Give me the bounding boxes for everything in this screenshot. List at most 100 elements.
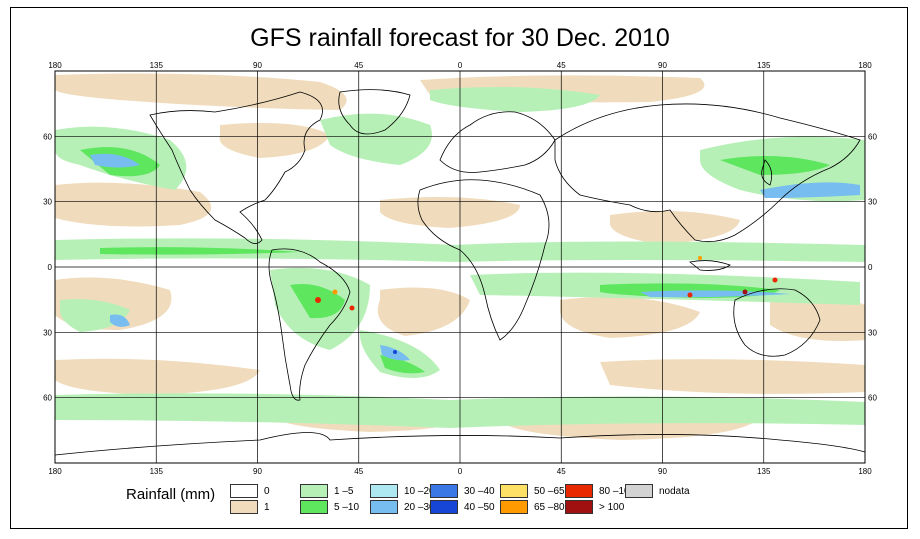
legend-swatch <box>625 484 653 498</box>
legend-label: nodata <box>659 485 690 497</box>
legend-label: 1 <box>264 501 270 513</box>
rain-patch <box>610 211 740 244</box>
legend-swatch <box>300 484 328 498</box>
legend-item: 40 –50 <box>430 499 495 515</box>
lon-tick-label-bottom: 45 <box>557 467 566 476</box>
lon-tick-label-top: 135 <box>150 61 164 70</box>
legend-label: 50 –65 <box>534 485 565 497</box>
rain-patch <box>377 287 470 336</box>
lat-tick-label-left: 60 <box>43 132 52 141</box>
coastline-antarctica <box>55 432 865 456</box>
legend-item: nodata <box>625 483 690 499</box>
rain-band <box>320 113 432 165</box>
lon-tick-label-top: 180 <box>858 61 872 70</box>
lat-tick-label-right: 60 <box>868 132 877 141</box>
lat-tick-label-right: 0 <box>868 263 873 272</box>
lon-tick-label-bottom: 180 <box>48 467 62 476</box>
lon-tick-label-bottom: 45 <box>354 467 363 476</box>
lat-tick-label-right: 60 <box>868 394 877 403</box>
coastline-asia <box>554 103 861 243</box>
lon-tick-label-top: 135 <box>757 61 771 70</box>
lat-tick-label-left: 60 <box>43 394 52 403</box>
legend-label: 30 –40 <box>464 485 495 497</box>
lon-tick-label-bottom: 135 <box>757 467 771 476</box>
coastline-africa <box>417 179 550 341</box>
legend-label: 0 <box>264 485 270 497</box>
legend-item: 50 –65 <box>500 483 565 499</box>
rain-patch <box>55 358 260 395</box>
lon-tick-label-top: 180 <box>48 61 62 70</box>
lon-tick-label-bottom: 180 <box>858 467 872 476</box>
legend-swatch <box>565 500 593 514</box>
lat-tick-label-right: 30 <box>868 328 877 337</box>
legend-label: 20 –30 <box>404 501 435 513</box>
rain-band <box>640 290 790 298</box>
lat-tick-label-left: 30 <box>43 198 52 207</box>
legend-item: 10 –20 <box>370 483 435 499</box>
rain-band <box>90 153 140 168</box>
map-border <box>54 70 866 464</box>
legend-label: 40 –50 <box>464 501 495 513</box>
lon-tick-label-top: 90 <box>253 61 262 70</box>
axis-ticks: 180 180 135 135 90 90 45 45 0 0 45 45 90 90 135 135 180 1… <box>43 61 877 476</box>
heavy-rain-cell <box>742 289 748 295</box>
coastline-north-america <box>149 91 323 244</box>
lat-tick-label-right: 30 <box>868 198 877 207</box>
lon-tick-label-bottom: 90 <box>253 467 262 476</box>
heavy-rain-cell <box>315 297 321 303</box>
legend-label: 80 –100 <box>599 485 636 497</box>
heavy-rain-cell <box>349 305 355 311</box>
rain-band <box>760 182 860 198</box>
map-title: GFS rainfall forecast for 30 Dec. 2010 <box>250 24 670 52</box>
legend-swatch <box>565 484 593 498</box>
graticule <box>55 71 865 463</box>
legend-swatch <box>230 484 258 498</box>
lon-tick-label-bottom: 90 <box>658 467 667 476</box>
heavy-rain-cell <box>332 289 338 295</box>
legend-title: Rainfall (mm) <box>126 486 216 503</box>
legend-label: 10 –20 <box>404 485 435 497</box>
legend-item: 65 –80 <box>500 499 565 515</box>
legend-swatch <box>230 500 258 514</box>
legend-swatch <box>430 500 458 514</box>
heavy-rain-cell <box>393 350 397 354</box>
rain-patch <box>770 296 865 341</box>
lon-tick-label-bottom: 135 <box>150 467 164 476</box>
legend-item: 20 –30 <box>370 499 435 515</box>
rain-patch <box>600 359 865 394</box>
heavy-rain-cell <box>698 256 702 260</box>
coastline-australia <box>733 288 821 357</box>
rain-band <box>110 314 130 327</box>
coastline-south-america <box>268 248 351 401</box>
coastlines <box>55 89 865 456</box>
coastline-japan <box>761 159 773 186</box>
lat-tick-label-left: 30 <box>43 328 52 337</box>
legend-item: > 100 <box>565 499 624 515</box>
heavy-rain-cell <box>687 292 693 298</box>
lon-tick-label-top: 90 <box>658 61 667 70</box>
rain-patch <box>380 196 520 228</box>
legend-swatch <box>370 484 398 498</box>
lat-tick-label-left: 0 <box>48 263 53 272</box>
legend-swatch <box>370 500 398 514</box>
legend-label: > 100 <box>599 501 625 513</box>
legend-label: 1 –5 <box>334 485 354 497</box>
legend-swatch <box>300 500 328 514</box>
legend-item: 5 –10 <box>300 499 359 515</box>
rain-patch <box>219 122 330 158</box>
lon-tick-label-top: 45 <box>354 61 363 70</box>
legend-item: 30 –40 <box>430 483 495 499</box>
rain-band <box>380 355 425 374</box>
lon-tick-label-bottom: 0 <box>458 467 463 476</box>
rain-patch <box>560 296 700 338</box>
lon-tick-label-top: 0 <box>458 61 463 70</box>
legend-item: 1 <box>230 499 270 515</box>
heavy-rain-cell <box>772 277 778 283</box>
rain-band <box>720 156 830 175</box>
legend-swatch <box>500 484 528 498</box>
legend-swatch <box>430 484 458 498</box>
rain-band <box>100 247 300 255</box>
lon-tick-label-top: 45 <box>557 61 566 70</box>
legend-item: 80 –100 <box>565 483 635 499</box>
